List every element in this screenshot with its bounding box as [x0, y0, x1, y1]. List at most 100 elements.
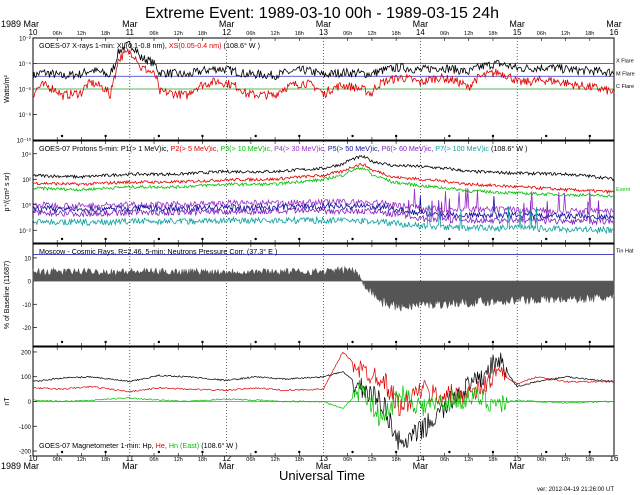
- top-hour-label: 12h: [174, 31, 183, 37]
- legend-entry: He,: [156, 441, 169, 450]
- top-day-label: 16: [610, 28, 619, 37]
- bottom-hour-label: 06h: [537, 457, 546, 463]
- bottom-day-label: 11: [126, 454, 135, 463]
- legend-entry: P4(> 30 MeV)ic,: [274, 144, 328, 153]
- y-tick-label: -20: [22, 326, 31, 332]
- top-month-label: 1989 Mar: [1, 19, 39, 29]
- protons-series-6: [32, 205, 615, 235]
- xray-series-0: [32, 40, 615, 81]
- marker-dot: [60, 134, 64, 138]
- legend-entry: P6(> 60 MeV)ic,: [382, 144, 436, 153]
- right-label: Event: [616, 187, 631, 193]
- panel-cosmic: 10 0 -10 -20 % of Baseline (11687) Moscow - C…: [4, 243, 634, 347]
- bottom-hour-label: 18h: [101, 457, 110, 463]
- legend-entry: Hn (East): [169, 441, 199, 450]
- legend-entry: XS(0.05-0.4 nm): [169, 41, 222, 50]
- bottom-month-tick-label: Mar: [509, 461, 525, 471]
- bottom-month-tick-label: Mar: [413, 461, 429, 471]
- top-month-tick-label: Mar: [509, 19, 525, 29]
- marker-dot: [545, 237, 548, 241]
- top-hour-label: 12h: [77, 31, 86, 37]
- marker-dot: [351, 340, 354, 344]
- marker-dot: [254, 134, 257, 138]
- marker-dot: [60, 237, 64, 241]
- mag-series-2: [33, 379, 615, 427]
- bottom-day-label: 12: [222, 454, 231, 463]
- right-label: X Flare: [616, 59, 634, 65]
- bottom-hour-label: 18h: [198, 457, 207, 463]
- legend-entry: P2(> 5 MeV)ic,: [171, 144, 221, 153]
- y-tick-label: 200: [21, 350, 32, 356]
- marker-dot: [491, 134, 495, 138]
- top-day-label: 10: [29, 28, 38, 37]
- marker-dot: [201, 237, 204, 241]
- bottom-hour-label: 12h: [464, 457, 473, 463]
- marker-dot: [298, 237, 301, 241]
- y-tick-label: -10: [22, 303, 31, 309]
- y-tick-label: 10⁻⁴: [19, 61, 32, 68]
- marker-dot: [394, 134, 398, 138]
- marker-dot: [545, 134, 548, 138]
- marker-dot: [201, 450, 204, 454]
- top-day-label: 14: [416, 28, 425, 37]
- marker-dot: [588, 450, 591, 454]
- marker-dot: [545, 450, 548, 454]
- top-hour-label: 06h: [53, 31, 62, 37]
- top-hour-label: 18h: [585, 31, 594, 37]
- marker-dot: [298, 450, 301, 454]
- x-axis-title: Universal Time: [279, 468, 365, 483]
- y-tick-label: -200: [19, 450, 32, 456]
- legend-entry: (108.6° W ): [489, 144, 527, 153]
- marker-dot: [104, 134, 107, 138]
- marker-dot: [60, 340, 64, 344]
- protons-series-4: [32, 195, 615, 221]
- right-label: C Flare: [616, 84, 634, 90]
- marker-dot: [157, 340, 161, 344]
- top-day-label: 11: [126, 28, 135, 37]
- marker-dot: [394, 237, 398, 241]
- bottom-hour-label: 12h: [77, 457, 86, 463]
- marker-dot: [448, 134, 451, 138]
- bottom-hour-label: 06h: [440, 457, 449, 463]
- bottom-month-label: 1989 Mar: [1, 461, 39, 471]
- top-hour-label: 18h: [295, 31, 304, 37]
- bottom-hour-label: 18h: [392, 457, 401, 463]
- marker-dot: [491, 450, 495, 454]
- top-hour-label: 06h: [246, 31, 255, 37]
- marker-dot: [104, 340, 107, 344]
- marker-dot: [104, 237, 107, 241]
- top-day-label: 15: [513, 28, 522, 37]
- legend-text: GOES-07 Protons 5-min: P1(> 1 MeV)ic, P2…: [39, 144, 527, 153]
- marker-dot: [104, 450, 107, 454]
- y-tick-label: 0: [28, 280, 32, 286]
- legend-entry: P7(> 100 MeV)ic: [435, 144, 489, 153]
- legend-text: GOES-07 X-rays 1-min: XL(0.1-0.8 nm), XS…: [39, 41, 260, 50]
- y-tick-label: 10⁻²: [19, 37, 31, 43]
- right-label: M Flare: [616, 71, 635, 77]
- panel-xray: 10⁻² 10⁻⁴ 10⁻⁶ 10⁻⁸ 10⁻¹⁰ Watts/m² GOES-07 X-r…: [4, 37, 635, 145]
- y-axis-label: p⁺/(cm² s sr): [4, 172, 11, 211]
- protons-series-1: [32, 162, 615, 195]
- bottom-hour-label: 12h: [270, 457, 279, 463]
- top-hour-label: 06h: [343, 31, 352, 37]
- bottom-hour-label: 12h: [367, 457, 376, 463]
- panel-protons: 10⁴ 10² 10⁰ 10⁻² p⁺/(cm² s sr) GOES-07 Proton…: [4, 140, 631, 244]
- y-tick-label: 100: [21, 375, 32, 381]
- marker-dot: [588, 134, 591, 138]
- bottom-day-label: 10: [29, 454, 38, 463]
- y-tick-label: 0: [28, 400, 32, 406]
- bottom-hour-label: 12h: [174, 457, 183, 463]
- legend-entry: P5(> 50 MeV)ic,: [328, 144, 382, 153]
- mag-series-1: [32, 351, 614, 417]
- legend-text: Moscow - Cosmic Rays, R=2.46, 5-min: Neu…: [39, 247, 277, 256]
- bottom-day-label: 13: [319, 454, 328, 463]
- marker-dot: [491, 340, 495, 344]
- y-tick-label: 10⁰: [22, 202, 32, 209]
- bottom-hour-label: 06h: [149, 457, 158, 463]
- y-axis-label: Watts/m²: [4, 74, 11, 102]
- marker-dot: [60, 450, 64, 454]
- marker-dot: [448, 450, 451, 454]
- bottom-hour-label: 12h: [561, 457, 570, 463]
- right-label: Tin Hat: [616, 248, 634, 254]
